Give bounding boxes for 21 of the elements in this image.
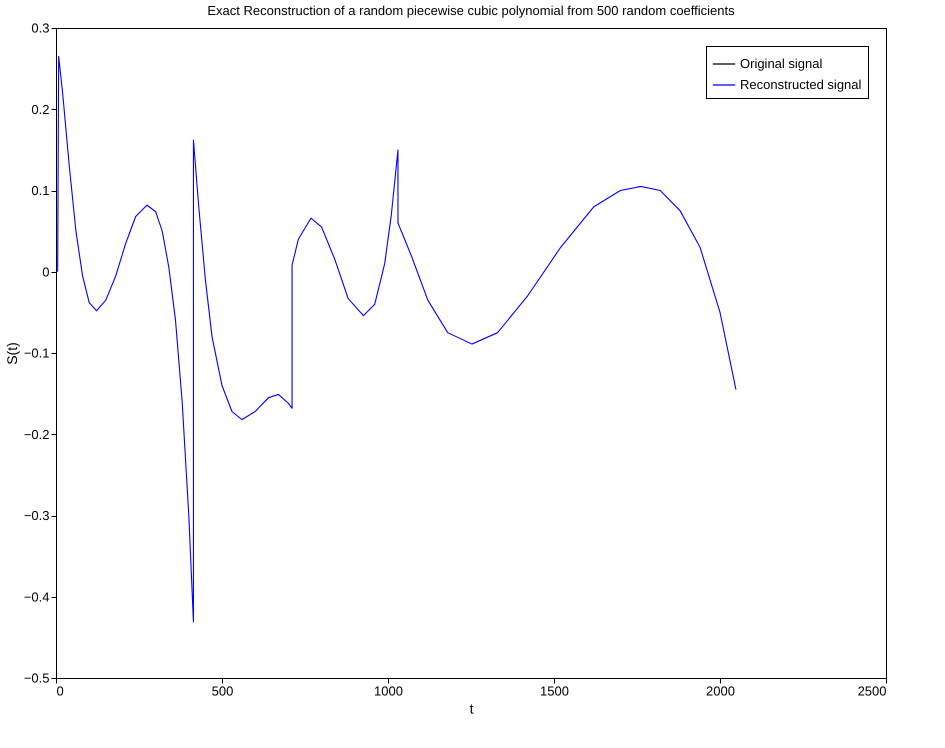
x-tick-label: 0 (56, 684, 64, 698)
y-tick-label: −0.1 (24, 346, 50, 360)
y-tick-label: −0.4 (24, 589, 50, 604)
y-tick-label: −0.2 (24, 426, 50, 442)
y-tick-label: 0.1 (31, 183, 50, 198)
line-series (57, 56, 736, 622)
x-tick-label: 2000 (706, 684, 735, 698)
y-tick-label: 0 (42, 264, 50, 280)
y-tick-label: −0.3 (24, 508, 50, 523)
chart-title: Exact Reconstruction of a random piecewise cubic polynomial from 500 random coefficients (207, 3, 736, 18)
x-tick-label: 2500 (858, 684, 886, 698)
x-tick-label: 500 (212, 684, 234, 698)
y-tick-label: 0.2 (31, 102, 50, 117)
y-axis-title: S(t) (4, 342, 20, 365)
y-tick-label: 0.3 (31, 20, 50, 36)
x-tick-label: 1500 (540, 684, 569, 698)
x-tick-label: 1000 (374, 684, 403, 698)
legend-label: Original signal (740, 56, 822, 71)
y-tick-label: −0.5 (24, 670, 50, 686)
legend-label: Reconstructed signal (740, 77, 862, 92)
x-axis-title: t (470, 700, 474, 716)
